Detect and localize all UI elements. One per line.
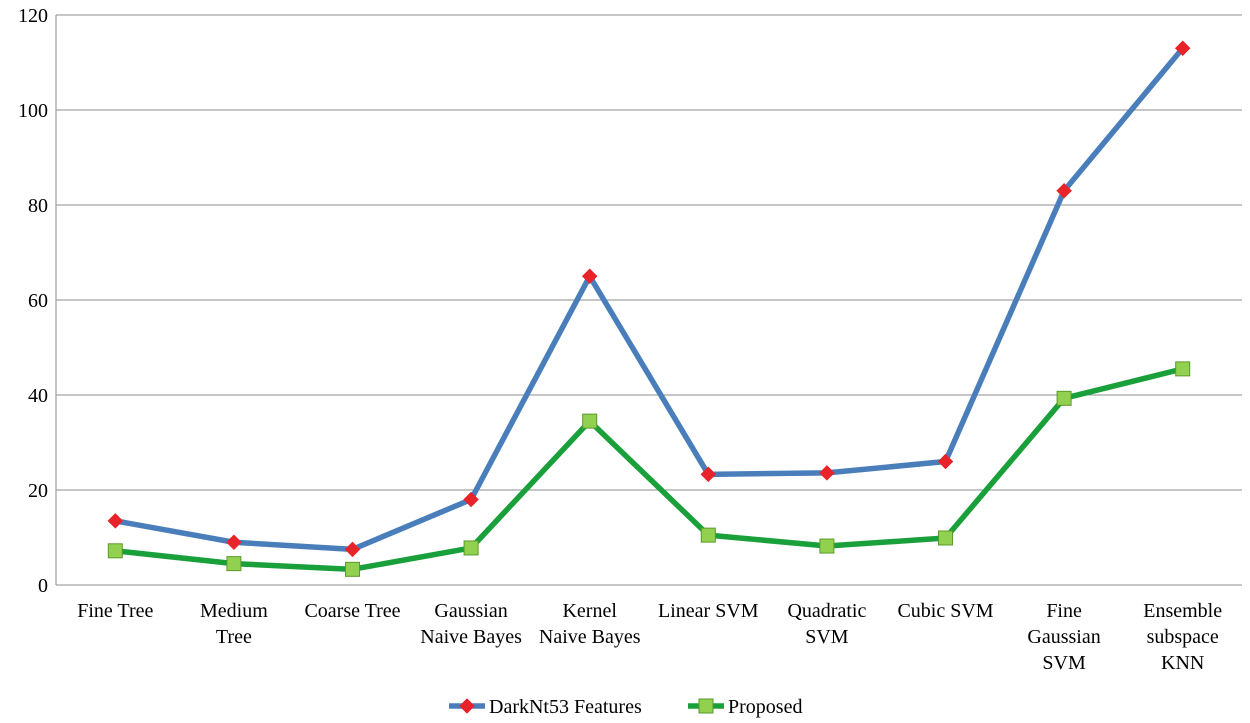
data-point bbox=[1056, 390, 1072, 406]
x-tick-label: Coarse Tree bbox=[304, 600, 400, 622]
legend-item: DarkNt53 Features bbox=[449, 696, 642, 718]
y-tick-label: 40 bbox=[28, 385, 48, 407]
x-tick-label-line: Ensemble bbox=[1143, 600, 1222, 622]
x-tick-label-line: Kernel bbox=[562, 600, 617, 622]
x-tick-label-line: Naive Bayes bbox=[539, 626, 641, 648]
data-point bbox=[1056, 182, 1072, 199]
x-tick-label: Kernel Naive Bayes bbox=[539, 600, 641, 648]
data-point bbox=[819, 465, 835, 481]
x-tick-label-line: Gaussian bbox=[1027, 626, 1100, 648]
data-point bbox=[107, 513, 124, 529]
y-tick-label: 100 bbox=[18, 100, 48, 122]
x-tick-label: Gaussian Naive Bayes bbox=[420, 600, 522, 648]
grid-lines bbox=[55, 14, 1242, 586]
x-tick-label: Cubic SVM bbox=[897, 600, 993, 622]
series-group bbox=[107, 40, 1191, 577]
y-tick-label: 80 bbox=[28, 195, 48, 217]
x-axis-labels: Fine Tree Medium Tree Coarse Tree Gaussian Na… bbox=[77, 600, 1222, 674]
x-tick-label-line: Fine Tree bbox=[77, 600, 153, 622]
x-tick-label-line: subspace bbox=[1147, 626, 1219, 648]
x-tick-label-line: Tree bbox=[216, 626, 252, 648]
data-point bbox=[938, 530, 953, 546]
data-point bbox=[819, 538, 835, 554]
legend-item: Proposed bbox=[688, 696, 802, 718]
x-tick-label-line: Naive Bayes bbox=[420, 626, 522, 648]
data-point bbox=[344, 541, 361, 558]
legend-label: DarkNt53 Features bbox=[489, 696, 642, 718]
x-tick-label-line: Fine bbox=[1046, 600, 1082, 622]
data-point bbox=[700, 527, 716, 543]
data-point bbox=[582, 413, 598, 429]
y-tick-label: 0 bbox=[38, 575, 48, 597]
x-tick-label: Quadratic SVM bbox=[787, 600, 866, 648]
x-tick-label: Fine Gaussian SVM bbox=[1027, 600, 1100, 674]
data-point bbox=[226, 534, 242, 551]
y-tick-label: 20 bbox=[28, 480, 48, 502]
data-point bbox=[107, 543, 123, 559]
y-axis-ticks: 0 20 40 60 80 100 120 bbox=[18, 5, 48, 597]
legend: DarkNt53 Features Proposed bbox=[449, 696, 802, 718]
data-point bbox=[463, 491, 479, 508]
x-tick-label-line: Quadratic bbox=[787, 600, 866, 622]
data-point bbox=[1175, 361, 1191, 377]
y-tick-label: 120 bbox=[18, 5, 48, 27]
series-line bbox=[112, 45, 1186, 553]
x-tick-label-line: Gaussian bbox=[434, 600, 507, 622]
legend-marker bbox=[698, 698, 714, 714]
data-point bbox=[937, 453, 954, 470]
y-tick-label: 60 bbox=[28, 290, 48, 312]
series-0 bbox=[107, 40, 1191, 558]
legend-marker bbox=[459, 698, 475, 714]
data-point bbox=[581, 268, 598, 285]
series-1 bbox=[107, 361, 1191, 577]
data-point bbox=[700, 466, 717, 483]
x-tick-label: Fine Tree bbox=[77, 600, 153, 622]
x-tick-label-line: KNN bbox=[1161, 652, 1204, 674]
x-tick-label-line: SVM bbox=[805, 626, 849, 648]
x-tick-label: Ensemble subspace KNN bbox=[1143, 600, 1222, 674]
x-tick-label: Linear SVM bbox=[658, 600, 759, 622]
data-point bbox=[226, 556, 242, 572]
x-tick-label: Medium Tree bbox=[200, 600, 268, 648]
data-point bbox=[1174, 40, 1191, 57]
series-line bbox=[112, 366, 1186, 573]
x-tick-label-line: Linear SVM bbox=[658, 600, 759, 622]
data-point bbox=[345, 561, 360, 577]
x-tick-label-line: SVM bbox=[1042, 652, 1086, 674]
legend-label: Proposed bbox=[728, 696, 802, 718]
x-tick-label-line: Cubic SVM bbox=[897, 600, 993, 622]
data-point bbox=[463, 540, 479, 556]
x-tick-label-line: Medium bbox=[200, 600, 268, 622]
x-tick-label-line: Coarse Tree bbox=[304, 600, 400, 622]
